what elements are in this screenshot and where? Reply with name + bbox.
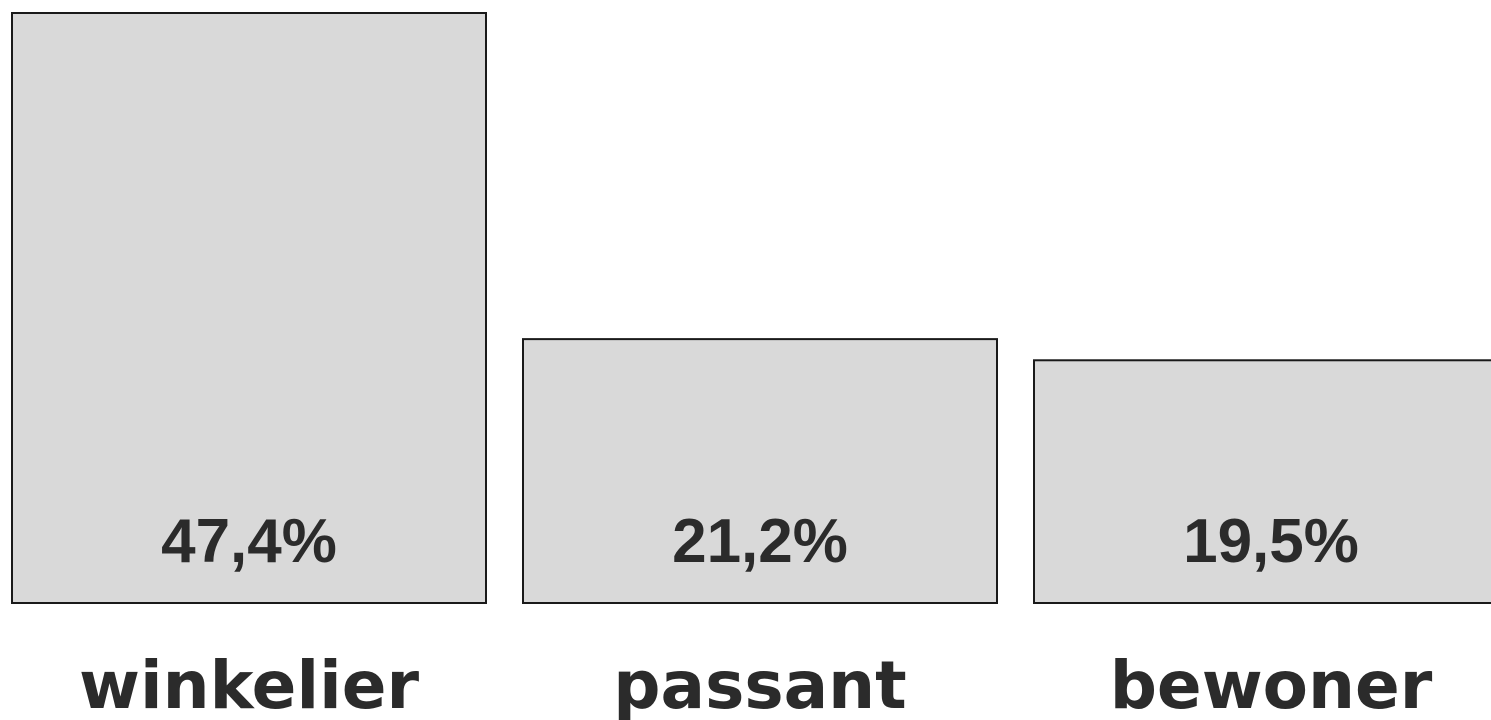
- bar-bewoner: [1033, 359, 1491, 604]
- value-label-passant: 21,2%: [672, 507, 848, 576]
- value-labels-group: 47,4% 21,2% 19,5%: [161, 507, 1359, 576]
- category-labels-group: winkelier passant bewoner: [79, 647, 1433, 720]
- category-label-winkelier: winkelier: [79, 647, 419, 720]
- category-label-bewoner: bewoner: [1110, 647, 1433, 720]
- category-label-passant: passant: [613, 647, 906, 720]
- bar-passant: [522, 338, 998, 604]
- bars-group: [11, 12, 1491, 604]
- bar-winkelier: [11, 12, 487, 604]
- value-label-bewoner: 19,5%: [1183, 507, 1359, 576]
- value-label-winkelier: 47,4%: [161, 507, 337, 576]
